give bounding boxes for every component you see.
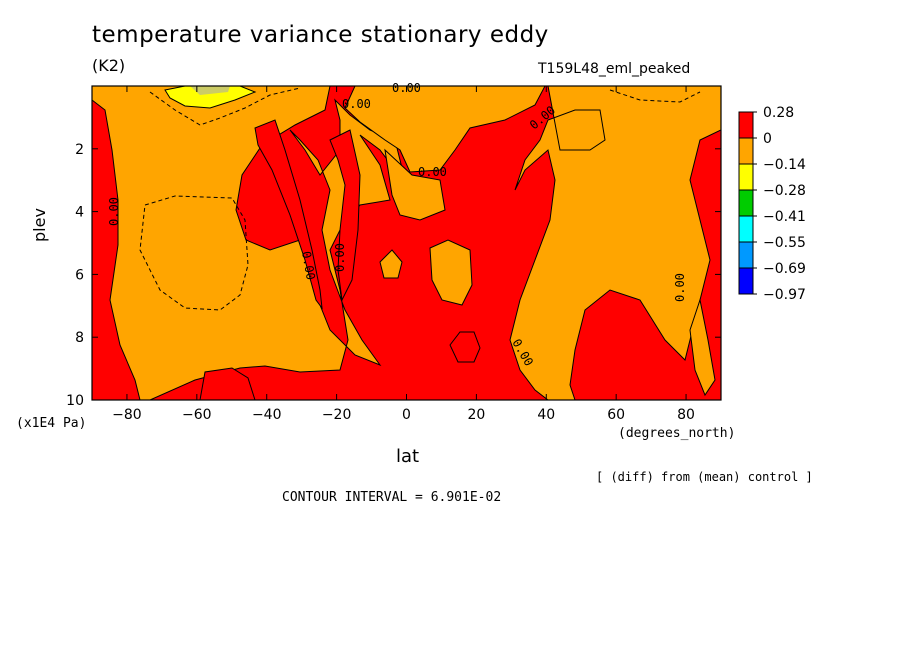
x-tick-label: −40 (252, 407, 282, 423)
colorbar-swatch (738, 267, 754, 295)
colorbar-label: −0.41 (763, 209, 806, 225)
y-tick-label: 4 (75, 205, 84, 221)
field-positive-tongue (254, 119, 323, 310)
colorbar-swatch (738, 189, 754, 217)
units-label: (K2) (92, 56, 126, 75)
contour-label: 0.00 (107, 197, 121, 226)
field-negative-equator (344, 86, 546, 173)
diff-note: [ (diff) from (mean) control ] (596, 470, 813, 484)
contour-dashed-3 (609, 89, 701, 103)
chart-title: temperature variance stationary eddy (92, 22, 549, 48)
x-tick-label: 40 (537, 407, 555, 423)
field-negative-island-1 (379, 249, 403, 279)
field-negative-mid (384, 148, 446, 221)
y-tick-label: 8 (75, 330, 84, 346)
contour-label: 0.00 (418, 165, 447, 179)
field-negative-strong (164, 86, 257, 109)
x-tick-label: −60 (182, 407, 212, 423)
colorbar-swatch (738, 163, 754, 191)
y-tick-label: 2 (75, 142, 84, 158)
x-tick-label: 20 (467, 407, 485, 423)
contour-label: 0.00 (299, 250, 318, 281)
x-tick-label: 80 (677, 407, 695, 423)
contour-label: 0.00 (342, 97, 371, 111)
y-unit-label: (x1E4 Pa) (16, 416, 87, 431)
contour-label: 0.00 (673, 273, 687, 302)
x-axis: −80 −60 −40 −20 0 20 40 60 80 (112, 86, 695, 423)
y-axis: 2 4 6 8 10 (66, 142, 721, 409)
field-negative-north (509, 86, 721, 400)
colorbar: 0.28 0 −0.14 −0.28 −0.41 −0.55 −0.69 −0.97 (738, 105, 806, 303)
y-tick-label: 10 (66, 393, 84, 409)
y-tick-label: 6 (75, 267, 84, 283)
run-label: T159L48_eml_peaked (538, 61, 691, 77)
colorbar-swatch (738, 241, 754, 269)
contour-label: 0.00 (333, 243, 347, 272)
contour-dashed-1 (139, 195, 249, 311)
x-tick-label: 60 (607, 407, 625, 423)
colorbar-label: 0 (763, 131, 772, 147)
field-positive-tongue-2 (329, 129, 361, 302)
colorbar-swatch (738, 215, 754, 243)
contour-interval: CONTOUR INTERVAL = 6.901E-02 (282, 490, 502, 505)
field-negative-strong-2 (190, 86, 230, 95)
field-positive-west (92, 99, 141, 400)
contour-field (92, 86, 721, 400)
x-tick-label: 0 (402, 407, 411, 423)
contour-solid-1 (449, 331, 481, 363)
field-positive-sw-low (199, 367, 256, 400)
x-unit-label: (degrees_north) (618, 426, 736, 441)
field-negative-east (689, 298, 716, 397)
x-tick-label: −20 (322, 407, 352, 423)
field-negative-island-2 (429, 239, 473, 306)
contour-dashed-2 (149, 87, 301, 126)
x-tick-label: −80 (112, 407, 142, 423)
colorbar-swatch (738, 111, 754, 139)
colorbar-swatch (738, 137, 754, 165)
colorbar-label: −0.97 (763, 287, 806, 303)
x-axis-label: lat (396, 446, 420, 467)
colorbar-label: −0.69 (763, 261, 806, 277)
colorbar-label: −0.55 (763, 235, 806, 251)
colorbar-label: −0.14 (763, 157, 806, 173)
colorbar-label: −0.28 (763, 183, 806, 199)
colorbar-label: 0.28 (763, 105, 794, 121)
